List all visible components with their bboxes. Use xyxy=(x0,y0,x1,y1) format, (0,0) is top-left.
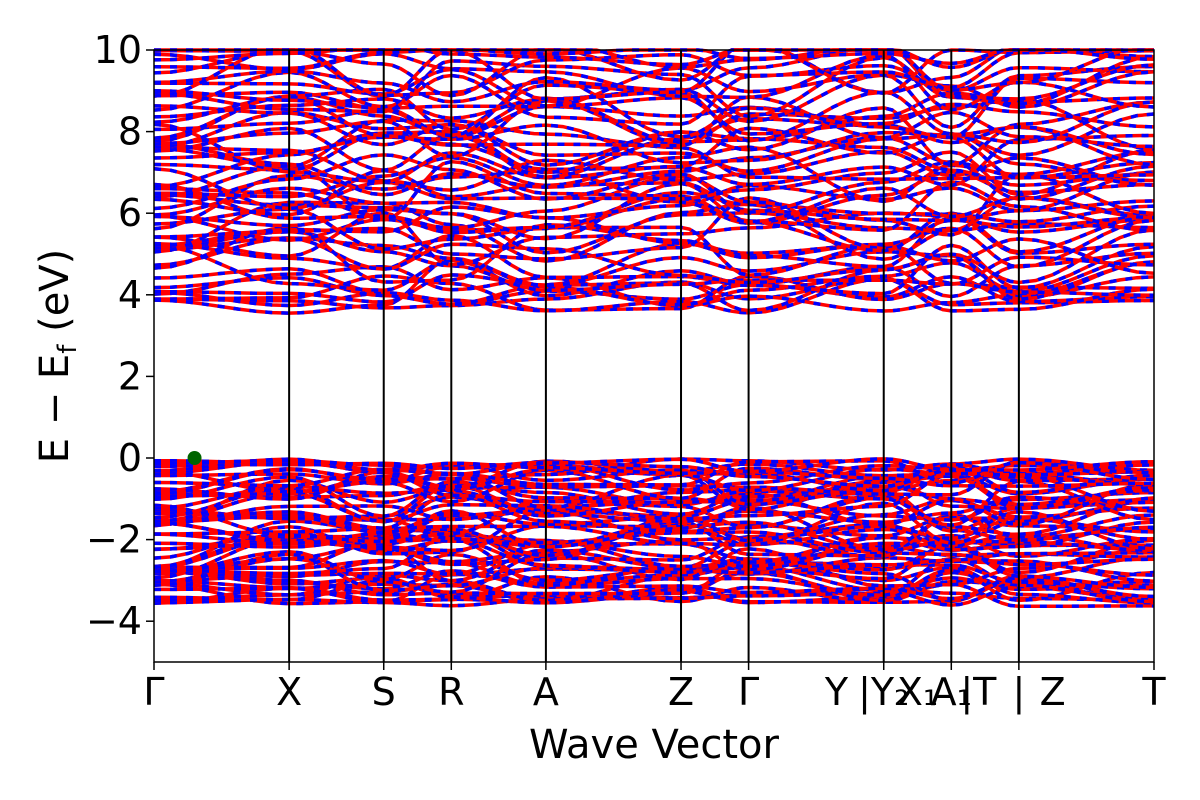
y-tick-label: −4 xyxy=(86,599,142,643)
y-tick-label: 2 xyxy=(118,354,142,398)
x-tick-label: Γ xyxy=(738,670,759,714)
x-tick-label: |Y₂ xyxy=(858,670,909,715)
x-tick-label: Y xyxy=(824,670,849,714)
band-line-spin-down xyxy=(153,236,1155,301)
band-line-spin-down xyxy=(153,483,1155,524)
y-tick-label: 0 xyxy=(118,436,142,480)
band-line-spin-down xyxy=(153,123,1155,167)
y-tick-label: −2 xyxy=(86,518,142,562)
x-axis-title: Wave Vector xyxy=(529,722,780,768)
x-tick-label: X xyxy=(276,670,302,714)
y-axis-ticks: −4 −2 0 2 4 6 8 10 xyxy=(86,28,154,643)
y-axis-title-unit: (eV) xyxy=(32,249,78,345)
x-tick-label: R xyxy=(438,670,464,714)
x-tick-label: T xyxy=(1141,670,1166,714)
band-line-spin-down xyxy=(153,552,1155,593)
y-axis-title-sub: f xyxy=(53,344,83,354)
x-tick-label: X₁ xyxy=(897,670,938,714)
band-line-spin-down xyxy=(153,48,1155,101)
x-tick-label: |T xyxy=(960,670,997,715)
valence-band-maximum-point xyxy=(187,451,202,465)
band-line-spin-down xyxy=(153,205,1155,269)
x-tick-label: A₁ xyxy=(931,670,972,714)
x-tick-label: A xyxy=(533,670,559,714)
band-line-spin-down xyxy=(153,495,1155,544)
band-line-spin-down xyxy=(153,260,1155,313)
kpoint-divider-lines xyxy=(288,50,1020,662)
band-line-spin-down xyxy=(153,63,1155,126)
band-line-spin-down xyxy=(153,90,1155,144)
band-line-spin-down xyxy=(153,95,1155,149)
x-tick-label: | xyxy=(1012,670,1025,715)
y-axis-title-main: E − E xyxy=(32,354,78,464)
x-tick-label: Γ xyxy=(143,670,164,714)
band-line-spin-down xyxy=(153,100,1155,167)
x-tick-label: Z xyxy=(668,670,694,714)
band-lines xyxy=(153,48,1155,609)
x-tick-label: Z xyxy=(1040,670,1066,714)
band-line-spin-down xyxy=(153,104,1155,157)
band-line-spin-down xyxy=(153,118,1155,181)
band-line-spin-down xyxy=(153,75,1155,140)
y-tick-label: 4 xyxy=(118,273,142,317)
y-tick-label: 8 xyxy=(118,110,142,154)
y-tick-label: 6 xyxy=(118,191,142,235)
band-line-spin-down xyxy=(153,478,1155,528)
plot-frame xyxy=(153,49,1155,663)
band-line-spin-down xyxy=(153,563,1155,607)
band-line-spin-down xyxy=(153,116,1155,180)
band-line-spin-down xyxy=(153,242,1155,304)
y-tick-label: 10 xyxy=(94,28,142,72)
x-tick-label: S xyxy=(372,670,396,714)
y-axis-title: E − Ef (eV) xyxy=(32,249,83,464)
band-line-spin-down xyxy=(153,200,1155,263)
band-line-spin-down xyxy=(153,497,1155,543)
band-line-spin-down xyxy=(153,130,1155,189)
band-line-spin-down xyxy=(153,148,1155,211)
